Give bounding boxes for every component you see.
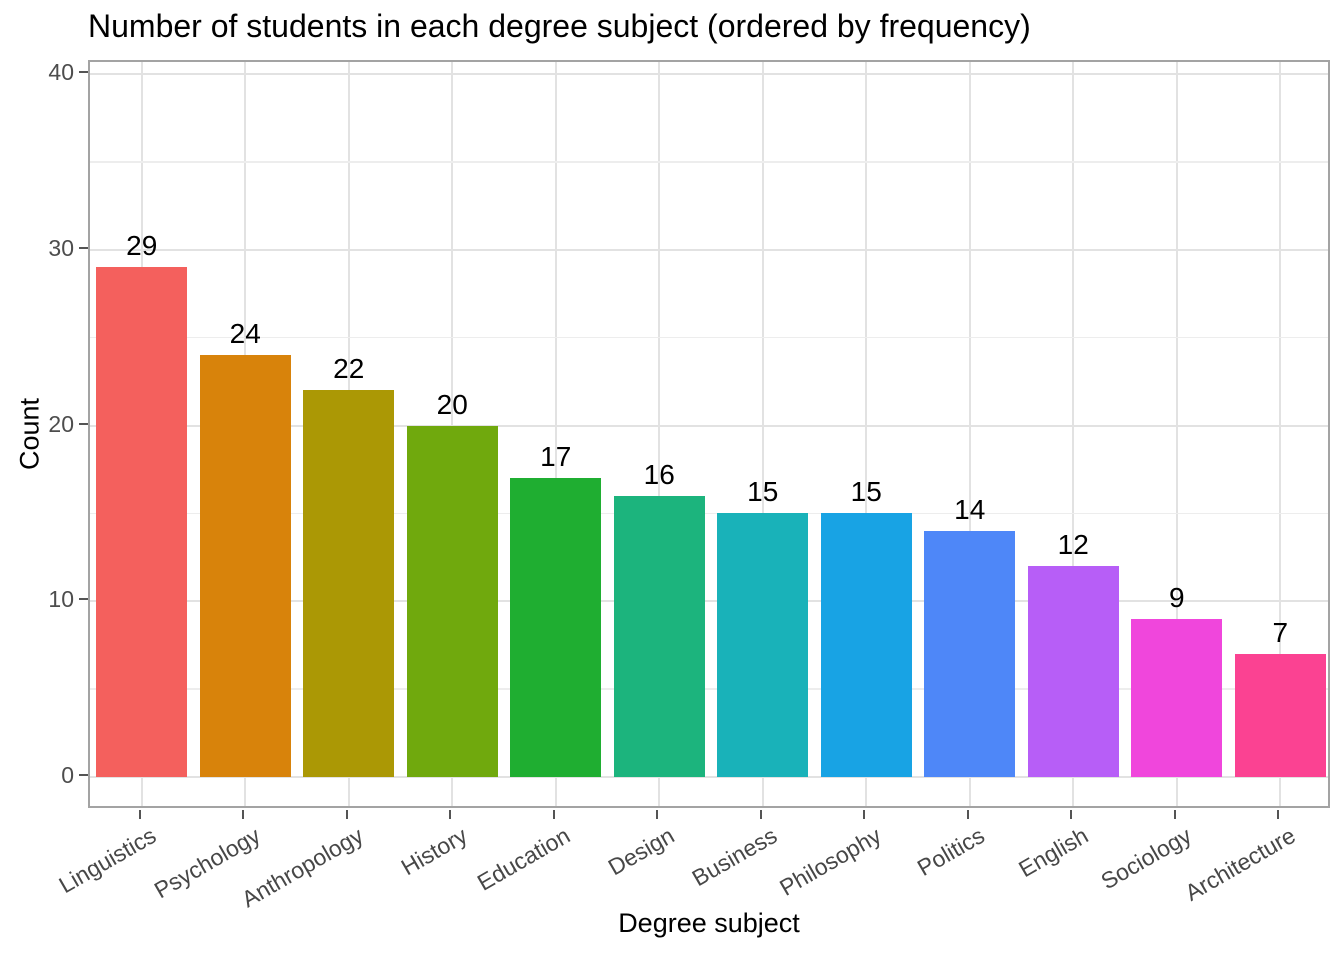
y-tick-mark <box>79 598 88 601</box>
grid-major-v <box>1072 62 1075 806</box>
bar-value-label: 17 <box>540 441 572 473</box>
plot-panel: 29 24 22 20 17 16 15 15 14 12 9 7 <box>88 60 1330 808</box>
bar-value-label: 20 <box>436 388 468 420</box>
bars-group: 29 24 22 20 17 16 15 15 14 12 9 7 <box>90 62 1328 806</box>
x-tick-label-text: Linguistics <box>54 822 161 899</box>
bar <box>820 513 912 777</box>
x-tick-mark <box>552 810 555 819</box>
grid-major-h <box>90 248 1328 251</box>
bar <box>924 530 1016 777</box>
x-tick-mark <box>1070 810 1073 819</box>
grid-major-h <box>90 73 1328 75</box>
y-tick-label: 40 <box>48 59 74 85</box>
grid-minor-h <box>90 336 1328 339</box>
grid-minor-h <box>90 161 1328 163</box>
bar-value-label: 15 <box>747 476 779 508</box>
x-tick-label-text: Philosophy <box>774 822 886 901</box>
chart-title: Number of students in each degree subjec… <box>88 8 1031 44</box>
x-axis-title: Degree subject <box>618 908 800 938</box>
y-tick-mark <box>79 71 88 73</box>
bar <box>1234 653 1326 777</box>
bar <box>510 478 602 777</box>
grid-major-v <box>865 62 868 806</box>
bar <box>1131 618 1223 777</box>
grid-major-v <box>1279 62 1282 806</box>
y-tick-mark <box>79 246 88 249</box>
bar-value-label: 16 <box>643 458 675 490</box>
x-tick-label-text: Business <box>687 822 782 892</box>
x-tick-label-text: Politics <box>912 822 989 881</box>
bar-value-label: 22 <box>333 353 365 385</box>
bar <box>1027 566 1119 777</box>
grid-major-v <box>658 62 661 806</box>
grid-major-h <box>90 600 1328 603</box>
x-tick-mark <box>449 810 452 819</box>
x-tick-mark <box>242 810 245 819</box>
grid-major-v <box>554 62 557 806</box>
bar-value-label: 15 <box>850 476 882 508</box>
bar-value-label: 12 <box>1057 529 1089 561</box>
x-tick-label-text: Education <box>473 822 575 896</box>
bar-value-label: 14 <box>954 493 986 525</box>
bar <box>199 355 291 777</box>
grid-major-v <box>1175 62 1178 806</box>
grid-minor-h <box>90 512 1328 515</box>
y-tick-mark <box>79 422 88 425</box>
x-tick-mark <box>1277 810 1280 819</box>
y-tick-label: 10 <box>48 586 74 613</box>
x-tick-mark <box>1173 810 1176 819</box>
grid-major-h <box>90 424 1328 427</box>
x-tick-mark <box>966 810 969 819</box>
x-tick-mark <box>345 810 348 819</box>
grid-major-h <box>90 776 1328 778</box>
y-tick-label: 20 <box>48 410 74 437</box>
x-tick-mark <box>863 810 866 819</box>
bar <box>406 425 498 777</box>
bar-value-label: 7 <box>1272 616 1289 648</box>
grid-minor-h <box>90 688 1328 690</box>
grid-major-v <box>761 62 764 806</box>
x-tick-label-text: English <box>1013 822 1093 883</box>
bar-value-label: 9 <box>1168 581 1185 613</box>
y-tick-label: 30 <box>48 234 74 261</box>
grid-major-v <box>968 62 971 806</box>
bar-value-label: 24 <box>229 318 261 350</box>
x-tick-label-text: History <box>396 822 472 881</box>
bar <box>303 390 395 777</box>
x-tick-mark <box>138 810 141 819</box>
x-tick-label-text: Architecture <box>1179 822 1300 906</box>
y-tick-label: 0 <box>61 762 74 788</box>
x-tick-mark <box>656 810 659 819</box>
bar-value-label: 29 <box>126 230 158 262</box>
y-tick-mark <box>79 774 88 776</box>
bar <box>717 513 809 777</box>
x-tick-label-text: Design <box>603 822 679 881</box>
bar <box>96 267 188 777</box>
x-tick-mark <box>759 810 762 819</box>
bar <box>613 495 705 777</box>
